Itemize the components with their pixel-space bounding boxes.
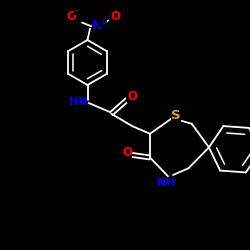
Text: N: N	[92, 19, 102, 32]
Text: +: +	[99, 18, 106, 27]
Text: O: O	[127, 90, 137, 103]
Text: O: O	[122, 146, 132, 160]
Text: O: O	[111, 10, 121, 23]
Text: -: -	[74, 6, 78, 16]
Text: O: O	[66, 10, 76, 24]
Text: S: S	[171, 109, 180, 122]
Text: HN: HN	[69, 97, 87, 107]
Text: NH: NH	[158, 178, 176, 188]
